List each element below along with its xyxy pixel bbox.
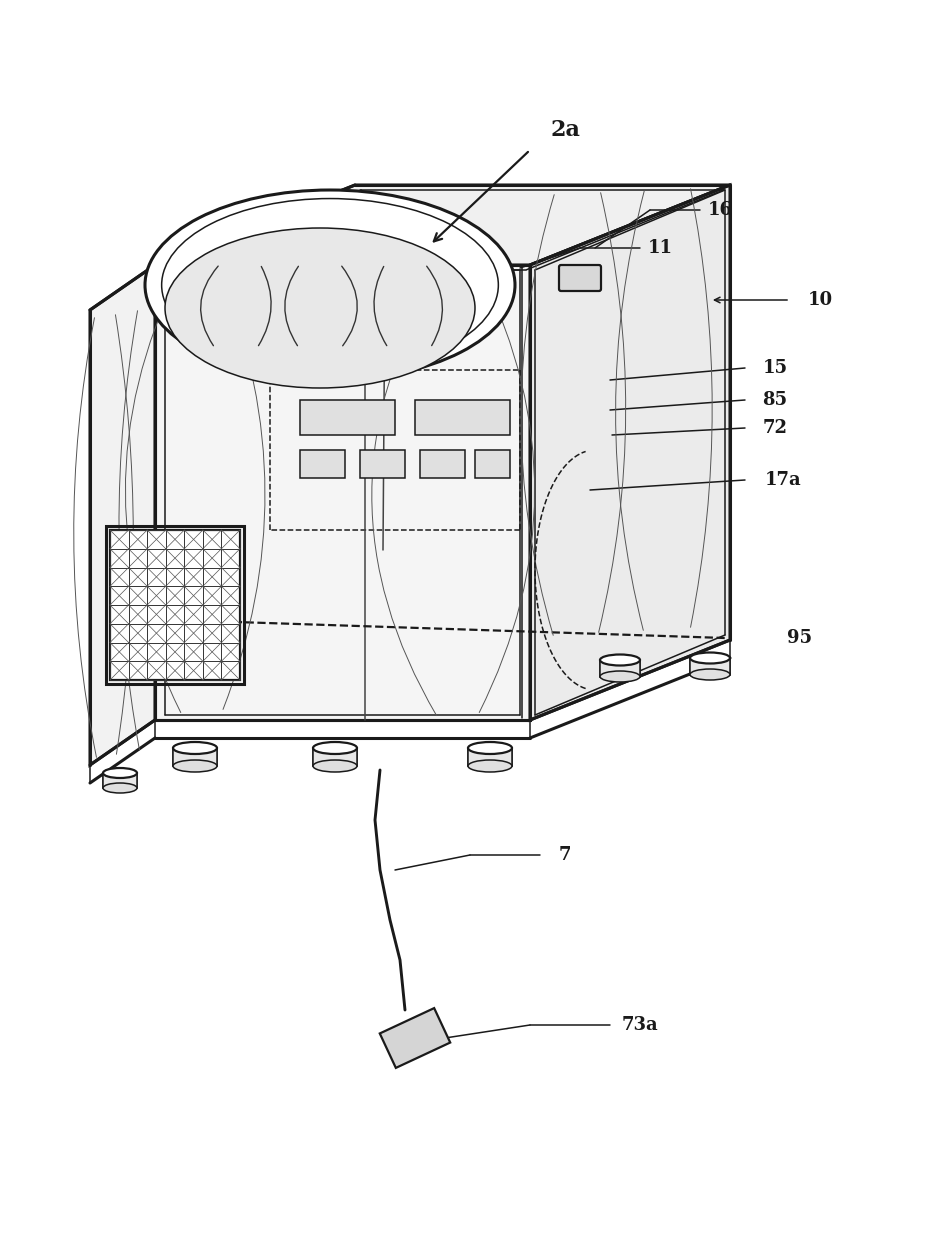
Polygon shape bbox=[380, 1008, 450, 1068]
Text: 95: 95 bbox=[788, 630, 812, 647]
Ellipse shape bbox=[173, 760, 217, 772]
Ellipse shape bbox=[313, 760, 357, 772]
Polygon shape bbox=[300, 450, 345, 478]
Ellipse shape bbox=[165, 228, 475, 387]
Ellipse shape bbox=[145, 191, 515, 380]
Text: 17a: 17a bbox=[765, 472, 801, 489]
Text: 15: 15 bbox=[762, 359, 788, 377]
Text: 11: 11 bbox=[647, 240, 673, 257]
Ellipse shape bbox=[468, 742, 512, 754]
Polygon shape bbox=[110, 530, 240, 680]
Ellipse shape bbox=[600, 655, 640, 666]
Ellipse shape bbox=[313, 742, 357, 754]
Text: 73a: 73a bbox=[622, 1016, 659, 1035]
Polygon shape bbox=[103, 772, 137, 788]
Polygon shape bbox=[415, 400, 510, 435]
Polygon shape bbox=[155, 186, 730, 265]
Text: 10: 10 bbox=[808, 291, 832, 308]
Polygon shape bbox=[90, 265, 155, 765]
Text: 16: 16 bbox=[708, 201, 733, 219]
Polygon shape bbox=[420, 450, 465, 478]
Ellipse shape bbox=[690, 668, 730, 680]
Polygon shape bbox=[360, 450, 405, 478]
Ellipse shape bbox=[161, 198, 498, 371]
Polygon shape bbox=[475, 450, 510, 478]
Text: 7: 7 bbox=[559, 846, 571, 864]
Text: 72: 72 bbox=[762, 419, 788, 436]
FancyBboxPatch shape bbox=[559, 265, 601, 291]
Ellipse shape bbox=[103, 767, 137, 777]
Polygon shape bbox=[155, 265, 530, 720]
Ellipse shape bbox=[600, 671, 640, 682]
Ellipse shape bbox=[468, 760, 512, 772]
Polygon shape bbox=[313, 747, 357, 766]
Text: 85: 85 bbox=[762, 391, 788, 409]
Polygon shape bbox=[690, 658, 730, 675]
Polygon shape bbox=[300, 400, 395, 435]
Polygon shape bbox=[600, 660, 640, 676]
Polygon shape bbox=[468, 747, 512, 766]
Ellipse shape bbox=[173, 742, 217, 754]
Polygon shape bbox=[530, 186, 730, 720]
Text: 2a: 2a bbox=[550, 119, 580, 140]
Ellipse shape bbox=[103, 782, 137, 793]
Polygon shape bbox=[173, 747, 217, 766]
Ellipse shape bbox=[690, 652, 730, 663]
